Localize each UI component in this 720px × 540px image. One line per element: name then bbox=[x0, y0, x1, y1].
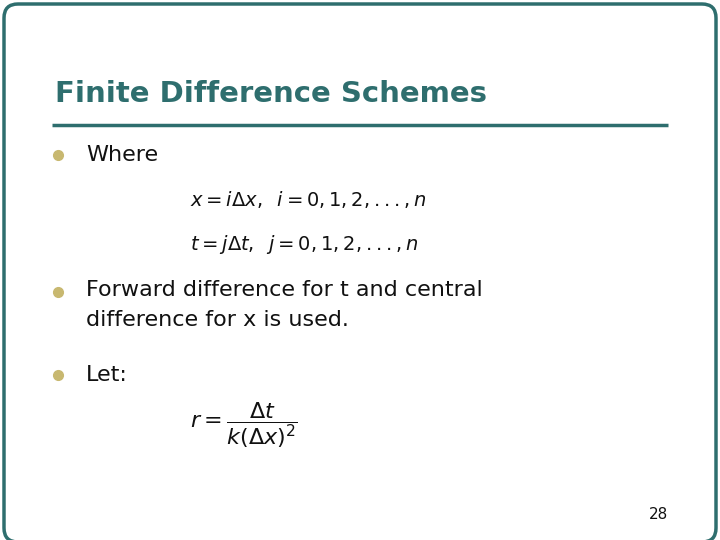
Text: Finite Difference Schemes: Finite Difference Schemes bbox=[55, 80, 487, 108]
Text: Let:: Let: bbox=[86, 365, 128, 385]
Text: $t = j\Delta t,\;\; j = 0, 1, 2, ..., n$: $t = j\Delta t,\;\; j = 0, 1, 2, ..., n$ bbox=[190, 233, 418, 256]
Text: Where: Where bbox=[86, 145, 158, 165]
FancyBboxPatch shape bbox=[4, 4, 716, 540]
Text: $r = \dfrac{\Delta t}{k(\Delta x)^2}$: $r = \dfrac{\Delta t}{k(\Delta x)^2}$ bbox=[190, 400, 298, 450]
Text: 28: 28 bbox=[649, 507, 668, 522]
Text: Forward difference for t and central
difference for x is used.: Forward difference for t and central dif… bbox=[86, 280, 482, 329]
Text: $x = i\Delta x,\;\; i = 0, 1, 2, ..., n$: $x = i\Delta x,\;\; i = 0, 1, 2, ..., n$ bbox=[190, 190, 426, 211]
